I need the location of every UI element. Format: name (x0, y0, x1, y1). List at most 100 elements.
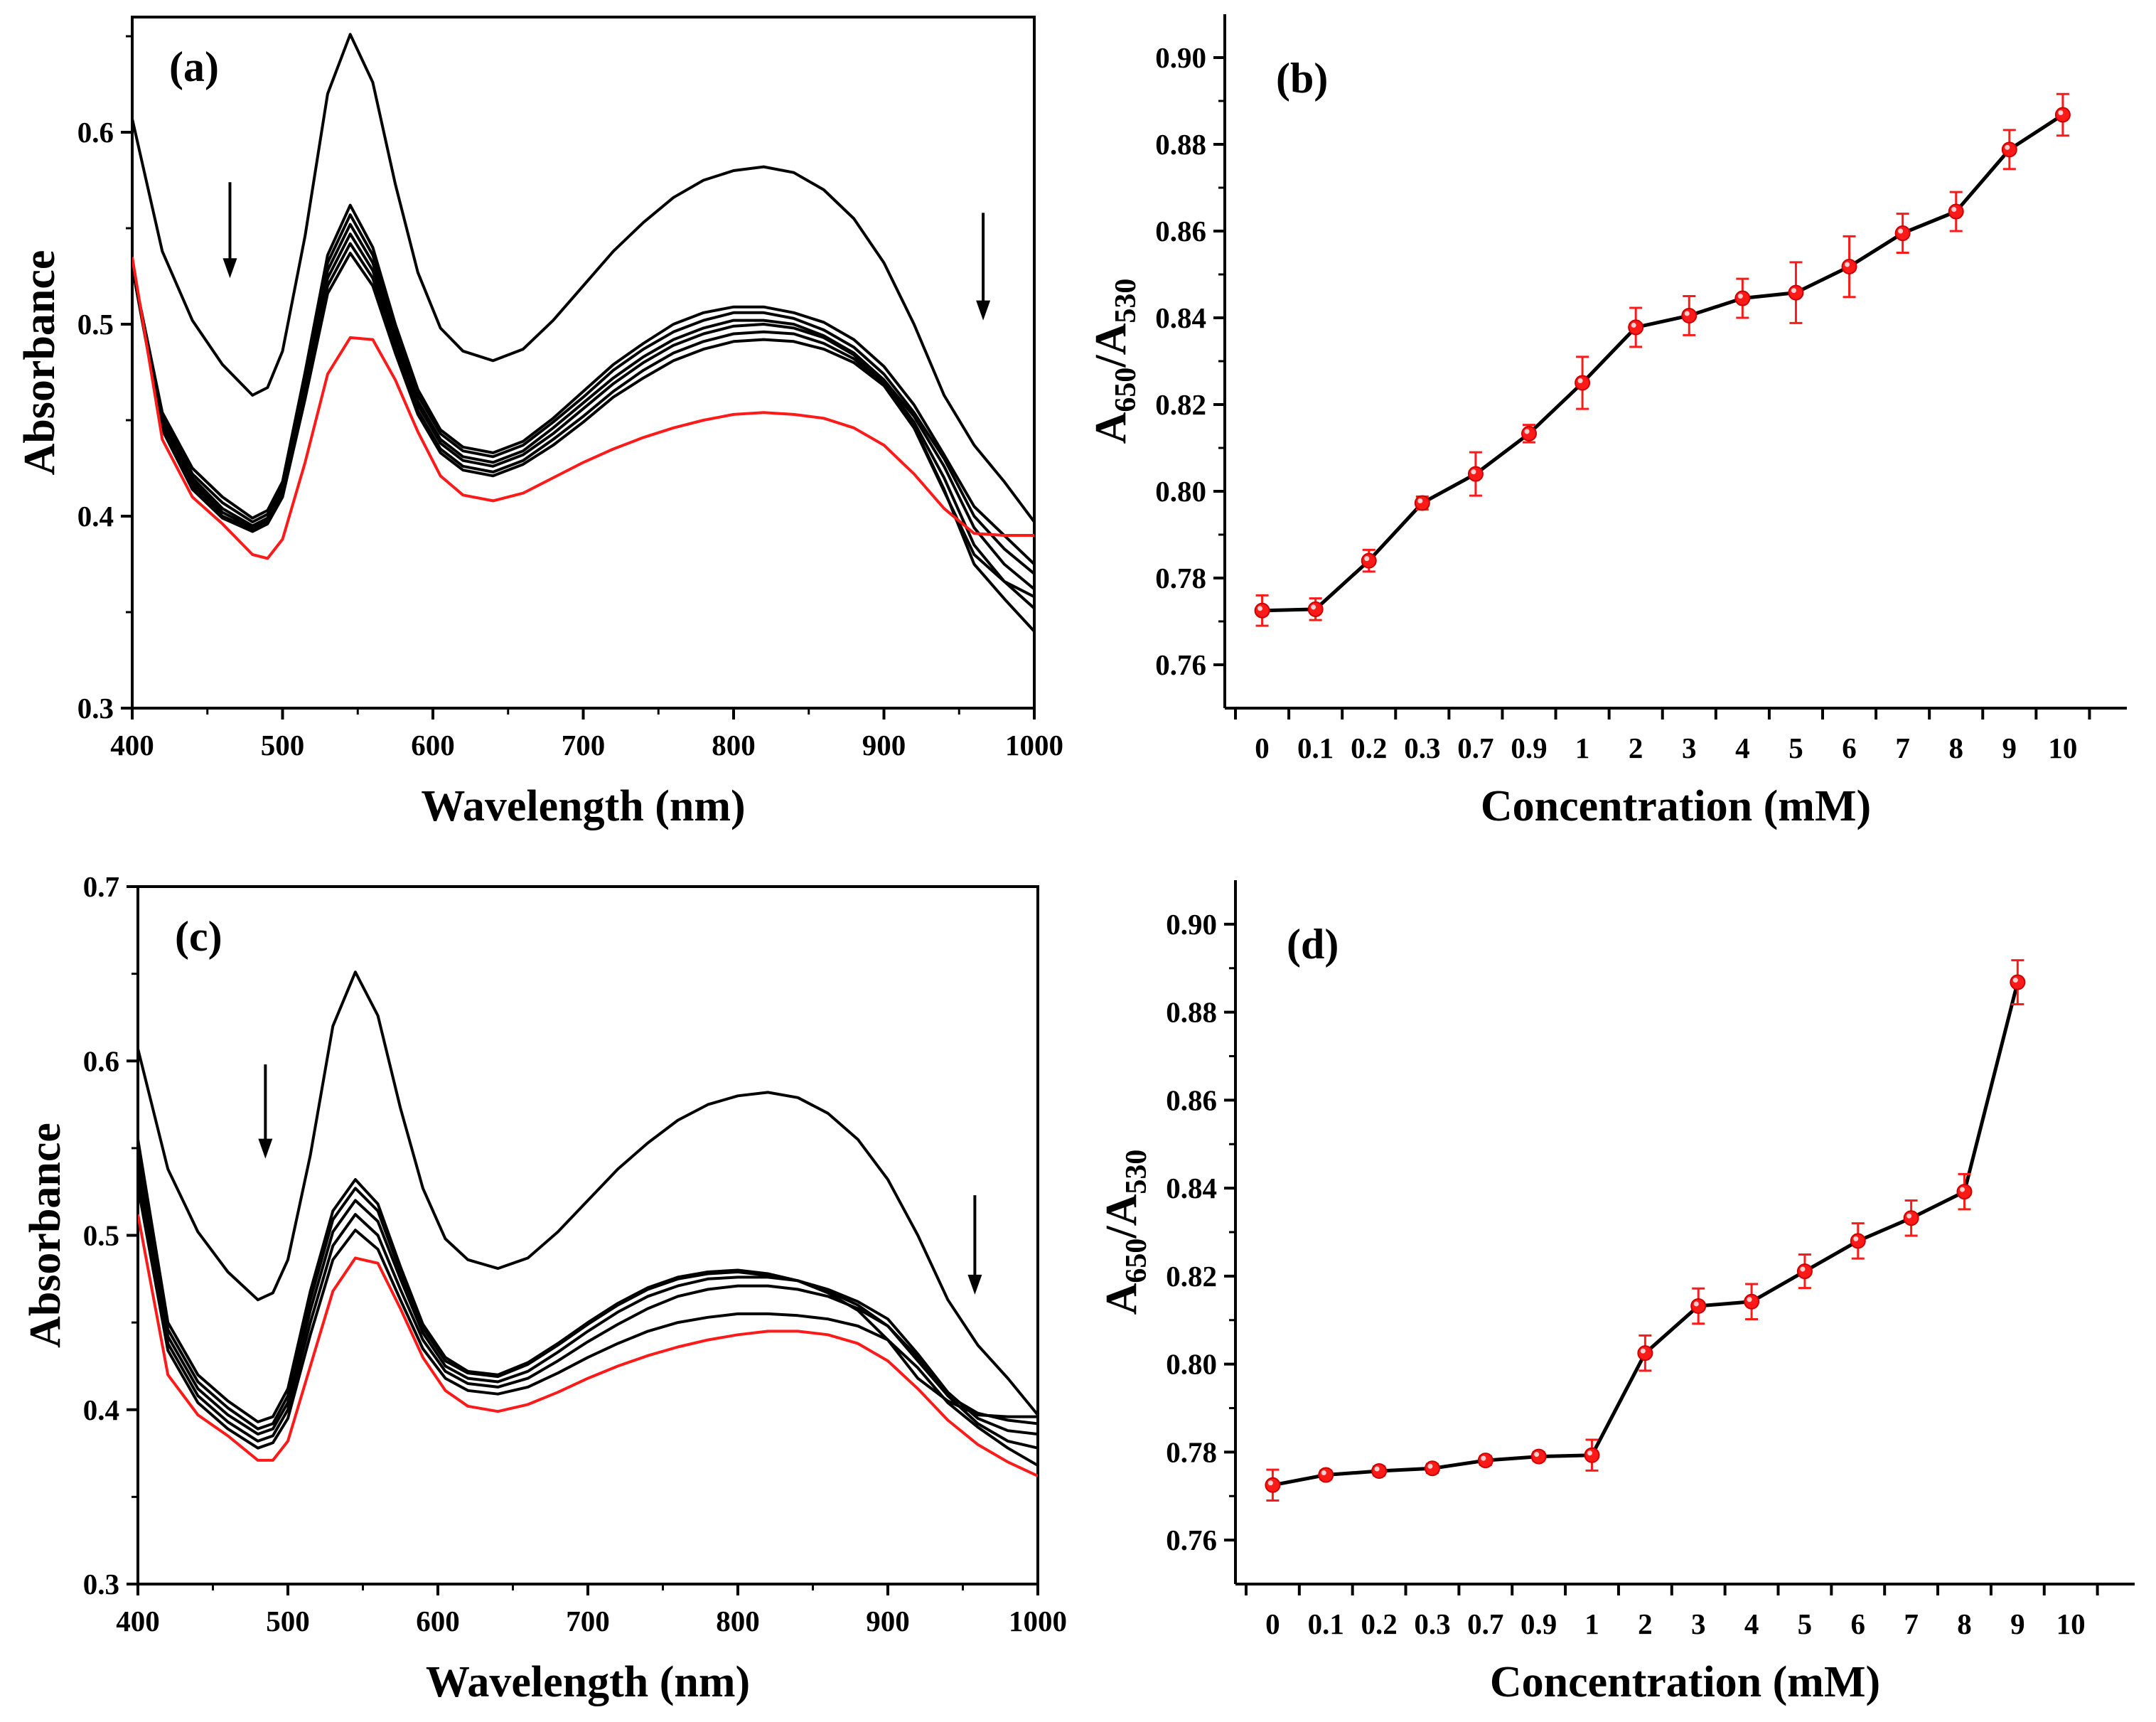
y-tick-label: 0.7 (83, 870, 119, 903)
data-point-highlight (1693, 1301, 1699, 1307)
y-tick-label: 0.4 (77, 500, 114, 533)
data-point (1637, 1345, 1653, 1362)
x-tick-label: 2 (1638, 1608, 1653, 1640)
y-tick-label: 0.80 (1155, 475, 1206, 508)
data-point (1265, 1477, 1281, 1493)
data-point (1361, 552, 1377, 569)
y-tick-label: 0.84 (1166, 1172, 1217, 1204)
x-tick-label: 600 (411, 729, 455, 761)
data-point (1841, 259, 1857, 275)
series-line-top (132, 33, 1034, 523)
x-tick-label: 800 (712, 729, 756, 761)
trend-arrow-head (258, 1138, 273, 1159)
y-axis-title: A650/A530 (1087, 279, 1142, 444)
x-tick-label: 700 (562, 729, 606, 761)
y-axis-title-sub1: 650 (1120, 1239, 1153, 1283)
x-tick-label: 400 (116, 1605, 160, 1637)
y-tick-label: 0.76 (1166, 1524, 1217, 1556)
data-point-highlight (1364, 556, 1370, 562)
x-tick-label: 4 (1744, 1608, 1759, 1640)
data-point-highlight (1311, 604, 1316, 610)
panel-b: 0.760.780.800.820.840.860.880.900 0.1 0.2 0… (1087, 14, 2127, 830)
data-point-highlight (1374, 1466, 1380, 1472)
x-tick-label: 9 (2002, 732, 2017, 764)
y-tick-label: 0.78 (1166, 1435, 1217, 1468)
data-point-highlight (1640, 1348, 1646, 1354)
y-axis-title-main: A (1098, 1283, 1146, 1315)
x-tick-label: 1 (1584, 1608, 1599, 1640)
data-point-highlight (1951, 207, 1957, 213)
data-point (1956, 1184, 1973, 1200)
y-tick-label: 0.5 (83, 1219, 119, 1252)
x-tick-label: 10 (2048, 732, 2077, 764)
x-tick-label: 0.9 (1521, 1608, 1557, 1640)
x-tick-label: 0.1 (1308, 1608, 1344, 1640)
x-tick-label: 3 (1682, 732, 1697, 764)
plot-frame (131, 16, 1036, 710)
series-line-s3 (138, 1162, 1038, 1436)
y-tick-label: 0.76 (1155, 648, 1206, 681)
panel-a: 0.3 0.4 0.5 0.6 400 500 600 700 800 900 1000 Wavele… (16, 16, 1063, 830)
data-point (1850, 1233, 1866, 1249)
data-point-highlight (1747, 1297, 1752, 1303)
x-tick-label: 8 (1948, 732, 1963, 764)
data-point-highlight (1427, 1463, 1433, 1469)
x-tick-label: 4 (1735, 732, 1750, 764)
series-line-s4 (138, 1174, 1038, 1450)
y-tick-label: 0.88 (1166, 996, 1217, 1029)
x-tick-label: 5 (1788, 732, 1803, 764)
x-tick-label: 0.2 (1361, 1608, 1397, 1640)
y-tick-label: 0.6 (77, 116, 114, 149)
y-tick-label: 0.88 (1155, 128, 1206, 161)
series-line-s2 (132, 213, 1034, 575)
data-point-highlight (1898, 228, 1904, 234)
panel-c: 0.3 0.4 0.5 0.6 0.7 400 500 600 700 800 900 1000 Wav… (21, 870, 1067, 1706)
x-tick-label: 600 (416, 1605, 460, 1637)
data-point (1796, 1263, 1813, 1280)
y-tick-label: 0.78 (1155, 562, 1206, 594)
data-point (1477, 1453, 1493, 1469)
x-tick-label: 6 (1851, 1608, 1866, 1640)
data-point (1681, 307, 1698, 323)
data-point-highlight (1577, 378, 1583, 383)
x-tick-label: 1000 (1005, 729, 1063, 761)
data-point (1744, 1293, 1760, 1310)
y-tick-label: 0.82 (1155, 388, 1206, 421)
data-point (1690, 1298, 1707, 1314)
data-point-highlight (1524, 429, 1530, 434)
x-tick-label: 900 (862, 729, 906, 761)
y-tick-label: 0.86 (1166, 1084, 1217, 1116)
x-tick-label: 7 (1904, 1608, 1919, 1640)
data-point (1894, 225, 1911, 242)
x-tick-label: 400 (110, 729, 154, 761)
series-line-s5 (138, 1186, 1038, 1467)
x-tick-label: 900 (866, 1605, 910, 1637)
x-tick-label: 800 (716, 1605, 760, 1637)
x-tick-label: 9 (2010, 1608, 2025, 1640)
data-point-highlight (1321, 1470, 1326, 1476)
y-axis-title-sub2: 530 (1110, 279, 1142, 323)
x-tick-label: 0.3 (1404, 732, 1440, 764)
data-point (1467, 466, 1484, 482)
series-line-s5 (132, 242, 1034, 633)
data-point (1371, 1462, 1388, 1479)
y-axis-title-slash: /A (1087, 323, 1135, 368)
y-tick-label: 0.84 (1155, 301, 1206, 334)
panel-label: (c) (175, 913, 222, 960)
data-point (1788, 284, 1804, 301)
data-point (1318, 1467, 1334, 1483)
data-point (1734, 290, 1751, 306)
series-line-red (132, 257, 1034, 560)
x-tick-label: 0.2 (1351, 732, 1387, 764)
data-point (1584, 1447, 1600, 1463)
data-line (1272, 981, 2020, 1487)
trend-arrow-head (976, 300, 991, 321)
data-point-highlight (1959, 1187, 1965, 1192)
data-point-highlight (1845, 262, 1850, 267)
y-axis-title-sub1: 650 (1110, 368, 1142, 412)
data-point-highlight (1791, 288, 1796, 294)
data-point-highlight (1587, 1450, 1593, 1456)
x-tick-label: 8 (1957, 1608, 1972, 1640)
data-point (1307, 601, 1324, 617)
y-axis-title: A650/A530 (1098, 1150, 1153, 1315)
